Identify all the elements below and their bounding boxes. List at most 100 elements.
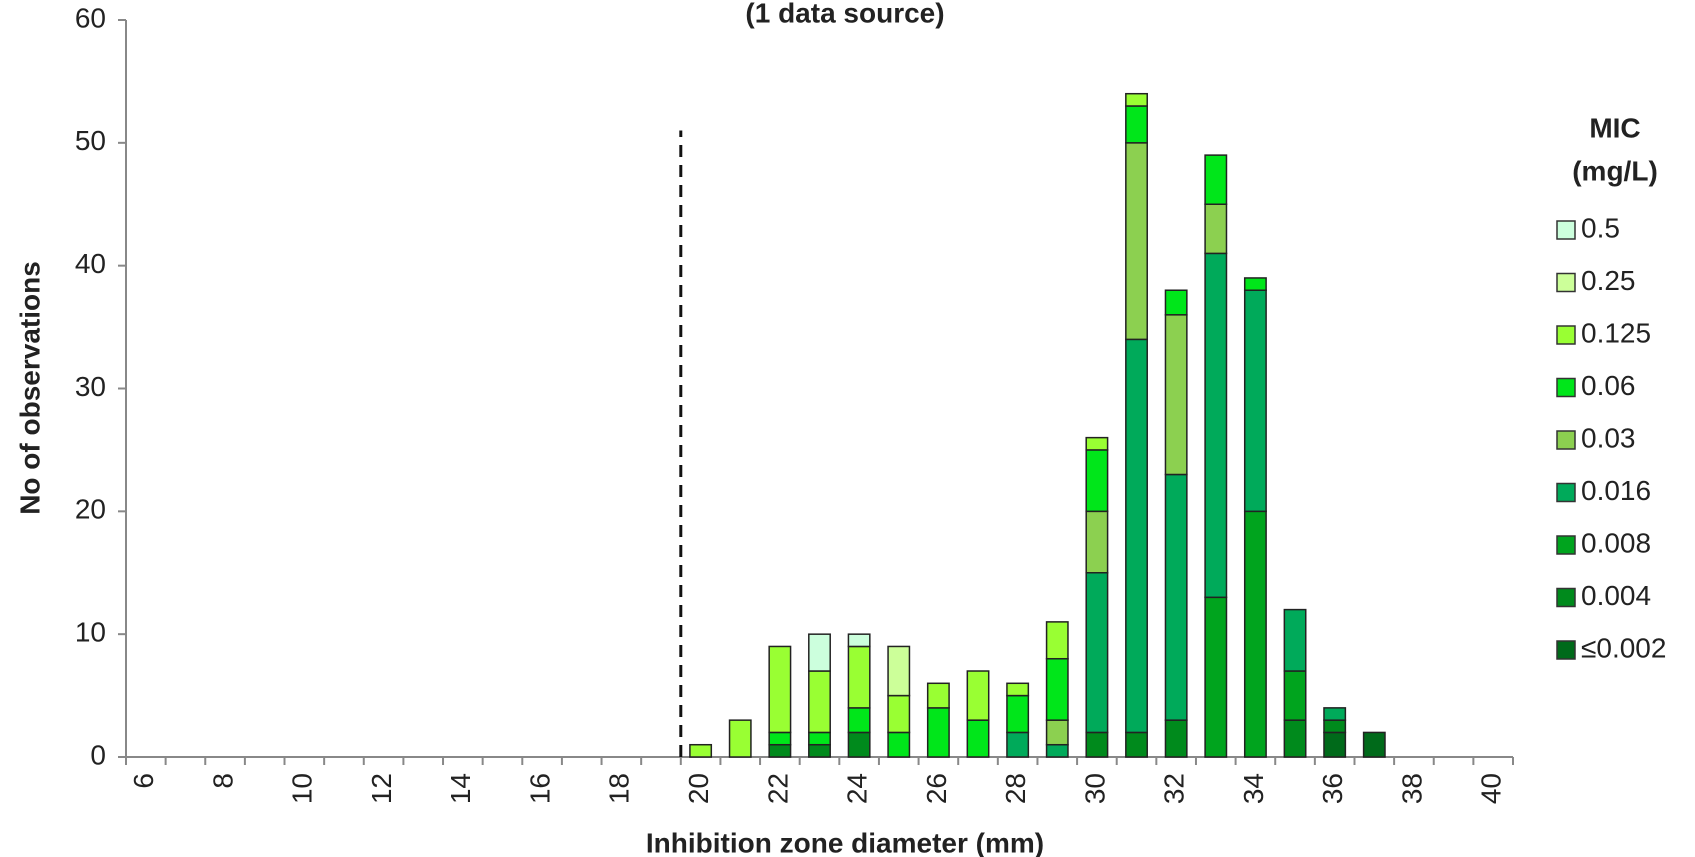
legend-title: (mg/L)	[1572, 155, 1658, 186]
y-axis-label: No of observations	[14, 261, 45, 515]
bar-segment	[808, 731, 831, 746]
bar-segment	[1045, 657, 1069, 721]
bar-segment	[808, 633, 831, 672]
legend-label: 0.06	[1581, 370, 1636, 401]
legend-label: 0.004	[1581, 580, 1651, 611]
x-tick-label: 34	[1238, 773, 1269, 804]
y-tick-label: 60	[75, 2, 106, 33]
x-tick-label: 38	[1396, 773, 1427, 804]
bar-segment	[1164, 289, 1188, 316]
bar-segment	[1085, 449, 1109, 513]
bar-segment	[1125, 142, 1148, 341]
x-tick-label: 32	[1159, 773, 1190, 804]
bar-segment	[847, 645, 871, 709]
x-tick-label: 22	[762, 773, 793, 804]
bar-segment	[1006, 694, 1030, 734]
bar-segment	[1085, 510, 1109, 574]
bar-segment	[768, 731, 792, 746]
y-tick-label: 20	[75, 494, 106, 525]
bar-segment	[728, 719, 752, 758]
bar-segment	[847, 633, 871, 648]
bar-segment	[847, 731, 871, 758]
legend-swatch	[1556, 535, 1576, 555]
bar-segment	[1243, 289, 1267, 513]
bar-segment	[1362, 731, 1386, 758]
bar-segment	[1323, 707, 1347, 721]
x-tick-label: 28	[1000, 773, 1031, 804]
bar-segment	[1085, 572, 1109, 734]
legend-swatch	[1556, 220, 1576, 240]
bar-segment	[1125, 105, 1148, 144]
bar-segment	[847, 707, 871, 734]
bar-segment	[768, 743, 792, 758]
x-tick-label: 24	[842, 773, 873, 804]
bar-segment	[1164, 719, 1188, 758]
legend-label: 0.25	[1581, 265, 1636, 296]
bar-segment	[1204, 154, 1228, 206]
legend-label: 0.03	[1581, 422, 1636, 453]
x-tick-label: 10	[287, 773, 318, 804]
x-tick-label: 6	[128, 773, 159, 789]
x-tick-label: 14	[445, 773, 476, 804]
y-tick-label: 50	[75, 125, 106, 156]
bar-segment	[808, 743, 831, 758]
y-tick-label: 10	[75, 617, 106, 648]
bar-segment	[1006, 682, 1030, 697]
legend-swatch	[1556, 272, 1576, 293]
legend-swatch	[1556, 640, 1576, 660]
bar-segment	[1204, 596, 1228, 758]
legend-title: MIC	[1589, 112, 1640, 143]
bar-segment	[1164, 314, 1188, 476]
bar-segment	[887, 731, 911, 758]
bar-segment	[1204, 203, 1228, 255]
bar-segment	[887, 694, 911, 734]
bar-segment	[1323, 731, 1347, 758]
x-tick-label: 20	[683, 773, 714, 804]
legend-swatch	[1556, 325, 1576, 345]
bar-segment	[1085, 436, 1109, 451]
bar-segment	[966, 670, 990, 721]
chart-title: (1 data source)	[745, 0, 944, 28]
bar-segment	[1125, 92, 1148, 107]
bar-segment	[1283, 719, 1307, 758]
bar-segment	[1283, 670, 1307, 721]
bar-segment	[1045, 719, 1069, 746]
bar-segment	[1006, 731, 1030, 758]
x-tick-label: 8	[207, 773, 238, 789]
legend-swatch	[1556, 377, 1576, 398]
legend-label: ≤0.002	[1581, 632, 1666, 663]
x-tick-label: 30	[1079, 773, 1110, 804]
legend-swatch	[1556, 482, 1576, 503]
x-tick-label: 26	[921, 773, 952, 804]
bar-segment	[1204, 252, 1228, 599]
bar-segment	[1323, 719, 1347, 734]
bar-segment	[689, 743, 713, 758]
legend-label: 0.5	[1581, 212, 1620, 243]
bar-segment	[926, 682, 950, 709]
legend-swatch	[1556, 430, 1576, 450]
bar-segment	[1045, 621, 1069, 660]
x-tick-label: 40	[1476, 773, 1507, 804]
bar-segment	[966, 719, 990, 758]
y-tick-label: 30	[75, 371, 106, 402]
bar-segment	[1283, 608, 1307, 672]
x-tick-label: 12	[366, 773, 397, 804]
bar-segment	[1243, 277, 1267, 291]
bar-segment	[808, 670, 831, 734]
legend-label: 0.016	[1581, 475, 1651, 506]
bar-segment	[1243, 510, 1267, 758]
bar-segment	[1164, 473, 1188, 721]
bar-segment	[768, 645, 792, 734]
x-tick-label: 36	[1317, 773, 1348, 804]
legend-label: 0.008	[1581, 527, 1651, 558]
legend-swatch	[1556, 587, 1576, 608]
x-tick-label: 18	[604, 773, 635, 804]
bar-segment	[1085, 731, 1109, 758]
bar-segment	[1125, 338, 1148, 734]
bar-segment	[1125, 731, 1148, 758]
x-axis-label: Inhibition zone diameter (mm)	[646, 827, 1044, 857]
bar-segment	[1045, 743, 1069, 758]
x-tick-label: 16	[524, 773, 555, 804]
y-tick-label: 40	[75, 248, 106, 279]
